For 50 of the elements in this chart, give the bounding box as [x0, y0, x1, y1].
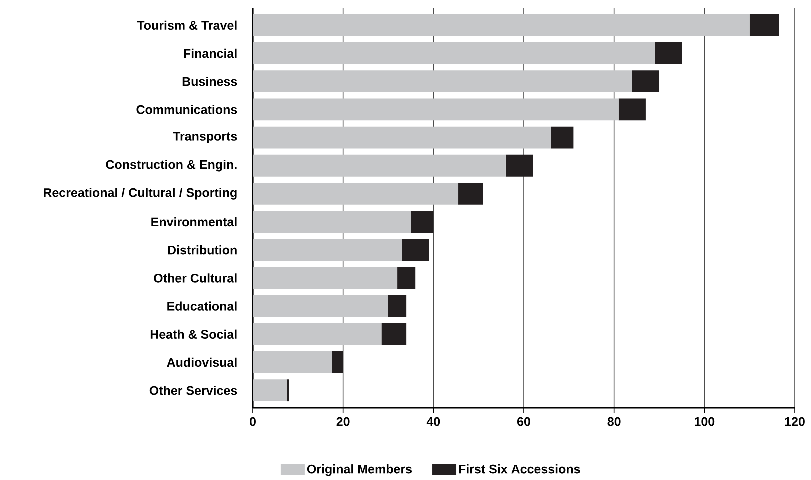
bar [253, 352, 332, 374]
bar [253, 154, 506, 177]
x-tick-label: 0 [250, 417, 256, 426]
bar [253, 42, 655, 64]
bar [253, 211, 412, 234]
x-tick-label: 60 [518, 417, 530, 426]
y-tick-label: Other Services [150, 386, 238, 396]
bar [253, 183, 459, 205]
y-tick-label: Distribution [168, 246, 237, 255]
x-tick-label: 100 [695, 417, 715, 426]
y-tick-label: Heath & Social [150, 330, 237, 339]
x-tick-label: 20 [336, 417, 350, 426]
bar [253, 239, 402, 262]
y-tick-label: Construction & Engin. [106, 160, 237, 172]
bar [411, 211, 434, 234]
bar [253, 295, 388, 318]
bar [398, 267, 416, 290]
legend-label: First Six Accessions [459, 464, 580, 474]
bar [253, 14, 750, 36]
bar [253, 323, 382, 346]
y-tick-label: Tourism & Travel [137, 20, 237, 30]
bar [402, 239, 430, 262]
bar [654, 42, 682, 64]
x-tick-label: 40 [426, 417, 440, 426]
y-tick-label: Educational [168, 302, 237, 311]
y-tick-label: Environmental [152, 217, 237, 227]
bar [750, 14, 780, 36]
bar [551, 126, 574, 149]
bar [618, 98, 646, 121]
x-tick-label: 120 [785, 417, 805, 426]
y-tick-label: Business [182, 77, 238, 86]
bar [332, 352, 344, 374]
bar [253, 70, 632, 93]
bar [458, 183, 484, 205]
bar [382, 323, 407, 346]
y-tick-label: Communications [136, 105, 238, 114]
y-tick-label: Transports [173, 132, 238, 144]
bar [388, 295, 407, 318]
y-tick-label: Audiovisual [167, 358, 237, 368]
y-tick-label: Financial [184, 48, 237, 58]
bar [253, 267, 398, 290]
bar [632, 70, 660, 93]
bar [253, 98, 619, 121]
bar [253, 126, 552, 149]
y-tick-label: Other Cultural [154, 274, 237, 283]
bar [506, 154, 534, 177]
legend-label: Original Members [307, 464, 412, 476]
y-tick-label: Recreational / Cultural / Sporting [44, 188, 237, 200]
x-tick-label: 80 [608, 417, 621, 426]
bar [253, 380, 287, 402]
